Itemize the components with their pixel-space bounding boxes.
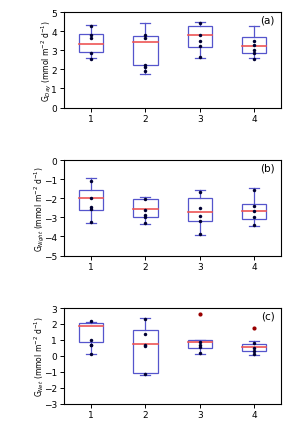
Polygon shape xyxy=(188,199,212,222)
Y-axis label: G$_{Night}$ (mmol m$^{-2}$ d$^{-1}$): G$_{Night}$ (mmol m$^{-2}$ d$^{-1}$) xyxy=(32,166,47,251)
Polygon shape xyxy=(133,330,157,373)
Polygon shape xyxy=(79,35,103,53)
Polygon shape xyxy=(188,27,212,48)
Polygon shape xyxy=(79,190,103,210)
Polygon shape xyxy=(133,37,157,66)
Polygon shape xyxy=(242,204,266,220)
Y-axis label: G$_{Net}$ (mmol m$^{-2}$ d$^{-1}$): G$_{Net}$ (mmol m$^{-2}$ d$^{-1}$) xyxy=(32,316,46,396)
Polygon shape xyxy=(242,344,266,351)
Text: (c): (c) xyxy=(261,311,275,321)
Y-axis label: G$_{Day}$ (mmol m$^{-2}$ d$^{-1}$): G$_{Day}$ (mmol m$^{-2}$ d$^{-1}$) xyxy=(40,20,54,102)
Text: (b): (b) xyxy=(260,164,275,174)
Polygon shape xyxy=(133,200,157,218)
Polygon shape xyxy=(79,323,103,342)
Polygon shape xyxy=(242,38,266,54)
Text: (a): (a) xyxy=(260,16,275,26)
Polygon shape xyxy=(188,340,212,348)
